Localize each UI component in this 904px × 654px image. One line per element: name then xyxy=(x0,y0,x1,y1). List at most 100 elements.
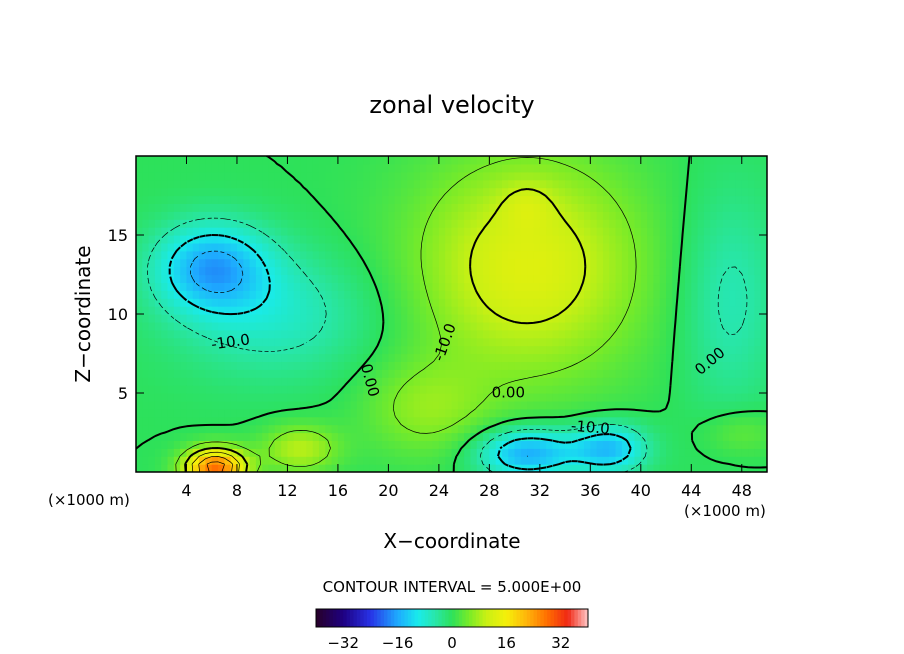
field-cell xyxy=(281,314,289,323)
field-cell xyxy=(268,219,276,228)
field-cell xyxy=(337,424,345,434)
field-cell xyxy=(457,306,465,315)
field-cell xyxy=(432,290,440,299)
field-cell xyxy=(136,219,143,228)
field-cell xyxy=(161,156,169,165)
field-cell xyxy=(634,400,642,410)
field-cell xyxy=(470,258,478,268)
field-cell xyxy=(584,440,591,449)
field-cell xyxy=(533,282,541,291)
field-cell xyxy=(514,179,522,189)
field-cell xyxy=(218,290,225,299)
field-cell xyxy=(520,187,528,197)
field-cell xyxy=(577,203,585,212)
field-cell xyxy=(325,187,333,197)
field-cell xyxy=(154,156,162,165)
field-cell xyxy=(407,171,415,181)
field-cell xyxy=(590,187,598,197)
field-cell xyxy=(716,377,724,386)
field-cell xyxy=(394,306,402,315)
field-cell xyxy=(672,385,680,394)
field-cell xyxy=(306,156,314,165)
field-cell xyxy=(350,369,358,378)
field-cell xyxy=(501,235,509,244)
field-cell xyxy=(520,337,528,347)
field-cell xyxy=(413,408,421,418)
field-cell xyxy=(716,219,724,228)
field-cell xyxy=(464,464,472,472)
field-cell xyxy=(741,171,749,181)
field-cell xyxy=(697,258,705,268)
field-cell xyxy=(375,448,383,457)
field-cell xyxy=(413,258,421,268)
field-cell xyxy=(722,219,730,228)
field-cell xyxy=(274,361,282,370)
field-cell xyxy=(483,242,490,252)
field-cell xyxy=(470,393,478,402)
field-cell xyxy=(445,377,453,386)
field-cell xyxy=(388,369,396,378)
field-cell xyxy=(161,369,169,378)
field-cell xyxy=(653,203,661,212)
field-cell xyxy=(167,432,175,441)
field-cell xyxy=(369,163,377,173)
field-cell xyxy=(419,290,427,299)
field-cell xyxy=(325,321,333,331)
field-cell xyxy=(716,290,724,299)
field-cell xyxy=(432,235,440,244)
field-cell xyxy=(659,408,667,418)
field-cell xyxy=(337,156,345,165)
field-cell xyxy=(691,337,699,347)
field-cell xyxy=(501,400,509,410)
field-cell xyxy=(602,156,610,165)
field-cell xyxy=(748,314,755,323)
field-cell xyxy=(710,235,718,244)
field-cell xyxy=(331,440,339,449)
field-cell xyxy=(224,424,232,434)
field-cell xyxy=(318,250,326,260)
field-cell xyxy=(501,219,509,228)
field-cell xyxy=(697,464,705,472)
field-cell xyxy=(293,432,301,441)
field-cell xyxy=(388,179,396,189)
field-cell xyxy=(483,258,490,268)
field-cell xyxy=(577,211,585,220)
field-cell xyxy=(331,456,339,465)
field-cell xyxy=(729,424,737,434)
field-cell xyxy=(218,424,225,434)
field-cell xyxy=(596,187,604,197)
field-cell xyxy=(527,448,535,457)
field-cell xyxy=(318,274,326,283)
field-cell xyxy=(337,250,345,260)
field-cell xyxy=(432,385,440,394)
field-cell xyxy=(401,385,408,394)
field-cell xyxy=(287,203,295,212)
field-cell xyxy=(306,432,314,441)
field-cell xyxy=(224,282,232,291)
field-cell xyxy=(369,156,377,165)
field-cell xyxy=(236,416,244,426)
field-cell xyxy=(571,385,579,394)
field-cell xyxy=(142,408,150,418)
field-cell xyxy=(331,329,339,339)
field-cell xyxy=(659,227,667,236)
field-cell xyxy=(584,298,591,307)
field-cell xyxy=(634,353,642,362)
field-cell xyxy=(281,156,289,165)
field-cell xyxy=(691,227,699,236)
field-cell xyxy=(659,163,667,173)
field-cell xyxy=(565,235,572,244)
field-cell xyxy=(501,424,509,434)
field-cell xyxy=(609,266,617,276)
field-cell xyxy=(419,242,427,252)
field-cell xyxy=(344,211,352,220)
field-cell xyxy=(438,219,446,228)
field-cell xyxy=(609,393,617,402)
field-cell xyxy=(356,171,364,181)
field-cell xyxy=(243,361,251,370)
field-cell xyxy=(148,250,156,260)
field-cell xyxy=(274,321,282,331)
field-cell xyxy=(268,464,276,472)
field-cell xyxy=(445,432,453,441)
field-cell xyxy=(615,377,623,386)
